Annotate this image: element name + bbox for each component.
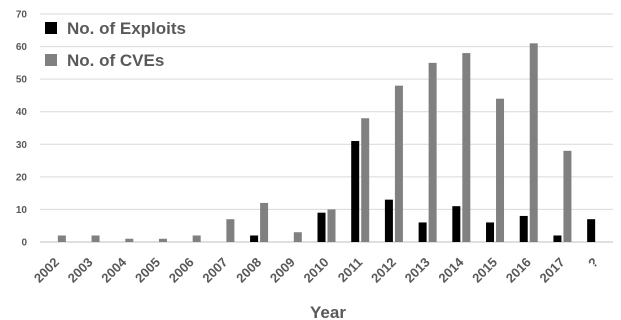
bar-cves-2003 <box>91 235 100 242</box>
x-tick-label: 2010 <box>301 255 332 286</box>
x-tick-label: 2009 <box>267 255 298 286</box>
bar-exploits-2008 <box>250 235 259 242</box>
legend-swatch-cves <box>45 54 57 66</box>
bar-cves-2004 <box>125 238 134 242</box>
bars <box>57 43 596 243</box>
bar-cves-2015 <box>496 98 505 242</box>
y-tick-label: 50 <box>16 75 28 86</box>
bar-cves-2012 <box>394 85 403 243</box>
legend: No. of Exploits No. of CVEs <box>45 19 186 70</box>
x-axis-ticks: 2002 2003 2004 2005 2006 2007 2008 2009 2010 2011… <box>31 254 601 286</box>
bar-cves-2017 <box>563 150 572 242</box>
bar-exploits-2010 <box>317 212 326 242</box>
y-tick-label: 30 <box>16 140 28 151</box>
x-tick-label: 2008 <box>233 255 264 286</box>
x-tick-label: ? <box>585 254 601 270</box>
bar-exploits-2016 <box>519 215 528 242</box>
x-tick-label: 2012 <box>368 255 399 286</box>
y-axis-ticks: 0 10 20 30 40 50 60 70 <box>16 10 28 249</box>
bar-cves-2016 <box>529 43 538 242</box>
bar-exploits-2014 <box>452 206 461 242</box>
y-tick-label: 20 <box>16 172 28 183</box>
bar-cves-2006 <box>192 235 201 242</box>
x-axis-title: Year <box>310 303 346 320</box>
x-tick-label: 2003 <box>65 255 96 286</box>
bar-cves-2007 <box>226 219 235 242</box>
bar-exploits-2017 <box>553 235 562 242</box>
x-tick-label: 2017 <box>537 255 568 286</box>
bar-exploits-2013 <box>418 222 427 242</box>
bar-cves-2009 <box>293 232 302 242</box>
bar-cves-2005 <box>158 238 167 242</box>
gridlines <box>40 13 613 243</box>
x-tick-label: 2013 <box>402 255 433 286</box>
y-tick-label: 40 <box>16 107 28 118</box>
y-tick-label: 0 <box>21 238 27 249</box>
x-tick-label: 2006 <box>166 255 197 286</box>
y-tick-label: 60 <box>16 42 28 53</box>
y-tick-label: 70 <box>16 10 28 21</box>
y-tick-label: 10 <box>16 205 28 216</box>
bar-cves-2008 <box>260 202 269 242</box>
x-tick-label: 2015 <box>469 255 500 286</box>
bar-cves-2010 <box>327 209 336 242</box>
x-tick-label: 2004 <box>98 254 130 286</box>
legend-label-exploits: No. of Exploits <box>67 19 186 38</box>
x-tick-label: 2005 <box>132 255 163 286</box>
legend-swatch-exploits <box>45 22 57 34</box>
x-tick-label: 2014 <box>435 254 467 286</box>
x-tick-label: 2007 <box>199 255 230 286</box>
x-tick-label: 2011 <box>335 255 366 286</box>
bar-cves-2014 <box>462 53 471 243</box>
legend-label-cves: No. of CVEs <box>67 51 164 70</box>
x-tick-label: 2002 <box>31 255 62 286</box>
bar-cves-2011 <box>361 118 370 242</box>
x-tick-label: 2016 <box>503 255 534 286</box>
bar-exploits-? <box>587 219 596 242</box>
bar-cves-2013 <box>428 62 437 242</box>
bar-cves-2002 <box>57 235 66 242</box>
bar-exploits-2012 <box>384 199 393 242</box>
bar-exploits-2011 <box>351 141 360 242</box>
bar-exploits-2015 <box>486 222 495 242</box>
